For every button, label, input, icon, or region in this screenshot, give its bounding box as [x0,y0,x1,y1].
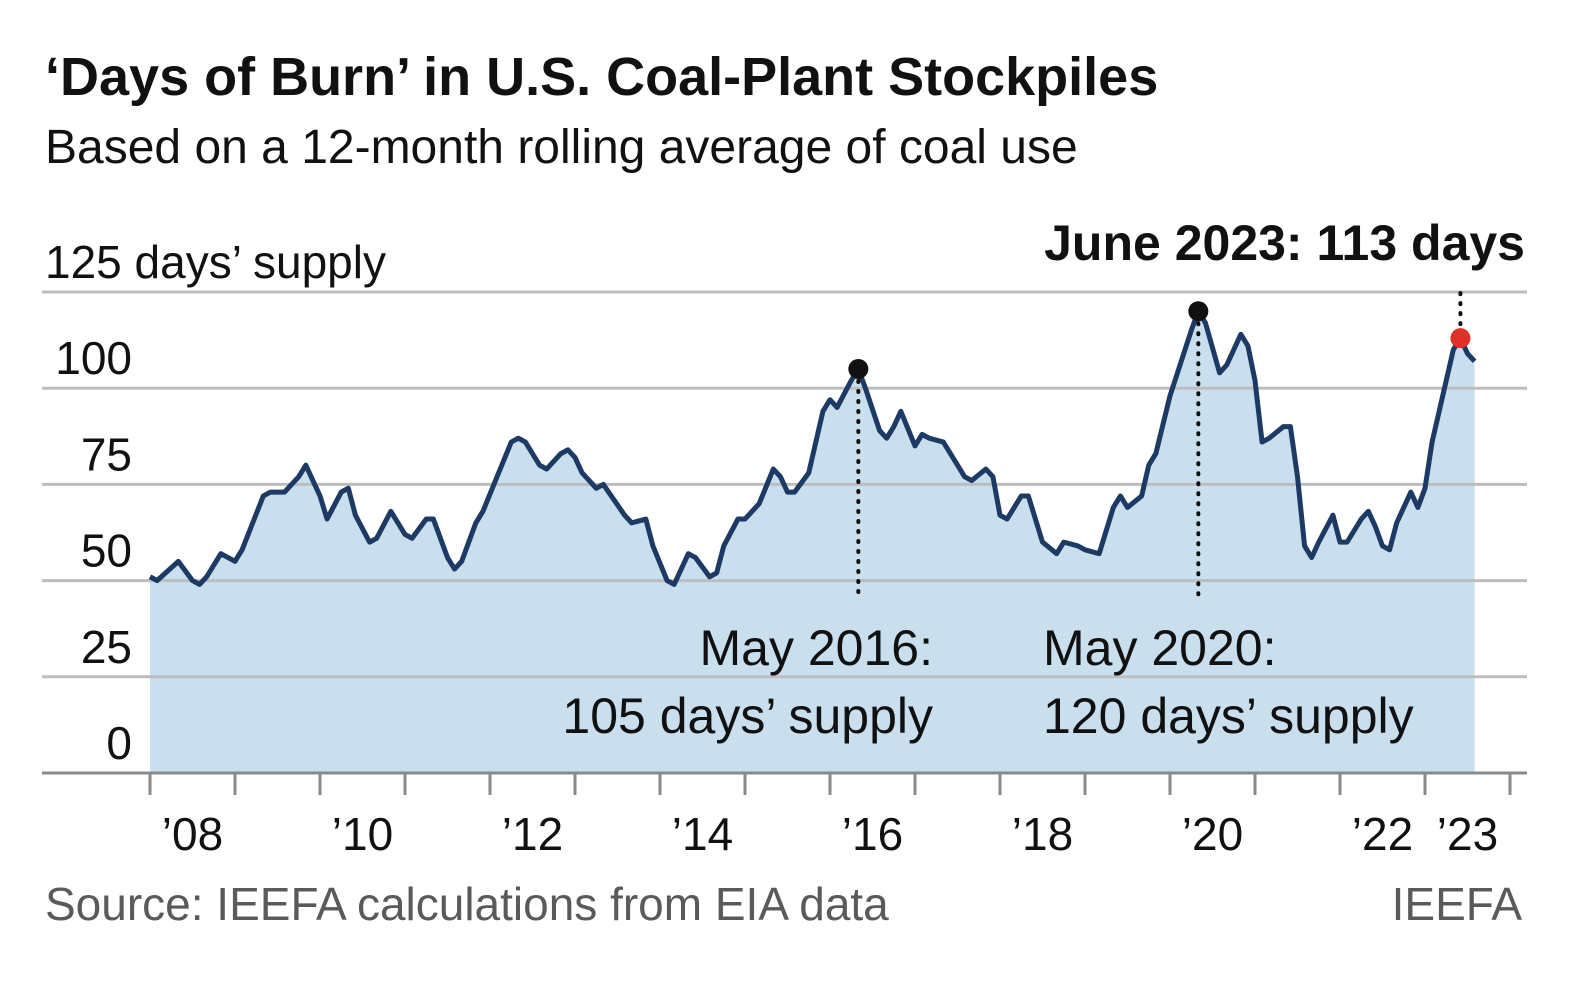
y-tick-label: 100 [55,332,132,384]
x-tick-label: ’23 [1437,808,1498,860]
annotation: May 2016: [700,620,933,676]
x-tick-label: ’18 [1012,808,1073,860]
annotation: 120 days’ supply [1043,688,1414,744]
y-axis-label: 125 days’ supply [45,236,386,288]
highlight-dot [1188,301,1209,322]
y-tick-label: 0 [106,717,132,769]
x-tick-label: ’14 [672,808,733,860]
y-tick-label: 25 [81,621,132,673]
x-tick-label: ’20 [1182,808,1243,860]
area-line [148,308,1477,587]
highlight-dot [1450,328,1471,349]
highlight-dot [848,358,869,379]
chart-subtitle: Based on a 12-month rolling average of c… [45,121,1078,174]
annotation: 105 days’ supply [562,688,933,744]
x-tick-label: ’22 [1352,808,1413,860]
x-tick-label: ’10 [332,808,393,860]
chart-title: ‘Days of Burn’ in U.S. Coal-Plant Stockp… [45,47,1158,107]
annotation: June 2023: 113 days [1044,215,1525,271]
x-tick-label: ’08 [162,808,223,860]
annotation: May 2020: [1043,620,1276,676]
credit: IEEFA [1392,878,1523,930]
x-tick-label: ’12 [502,808,563,860]
area-fill [150,311,1475,773]
x-tick-label: ’16 [842,808,903,860]
y-tick-label: 75 [81,428,132,480]
y-tick-label: 50 [81,525,132,577]
source: Source: IEEFA calculations from EIA data [45,878,889,930]
